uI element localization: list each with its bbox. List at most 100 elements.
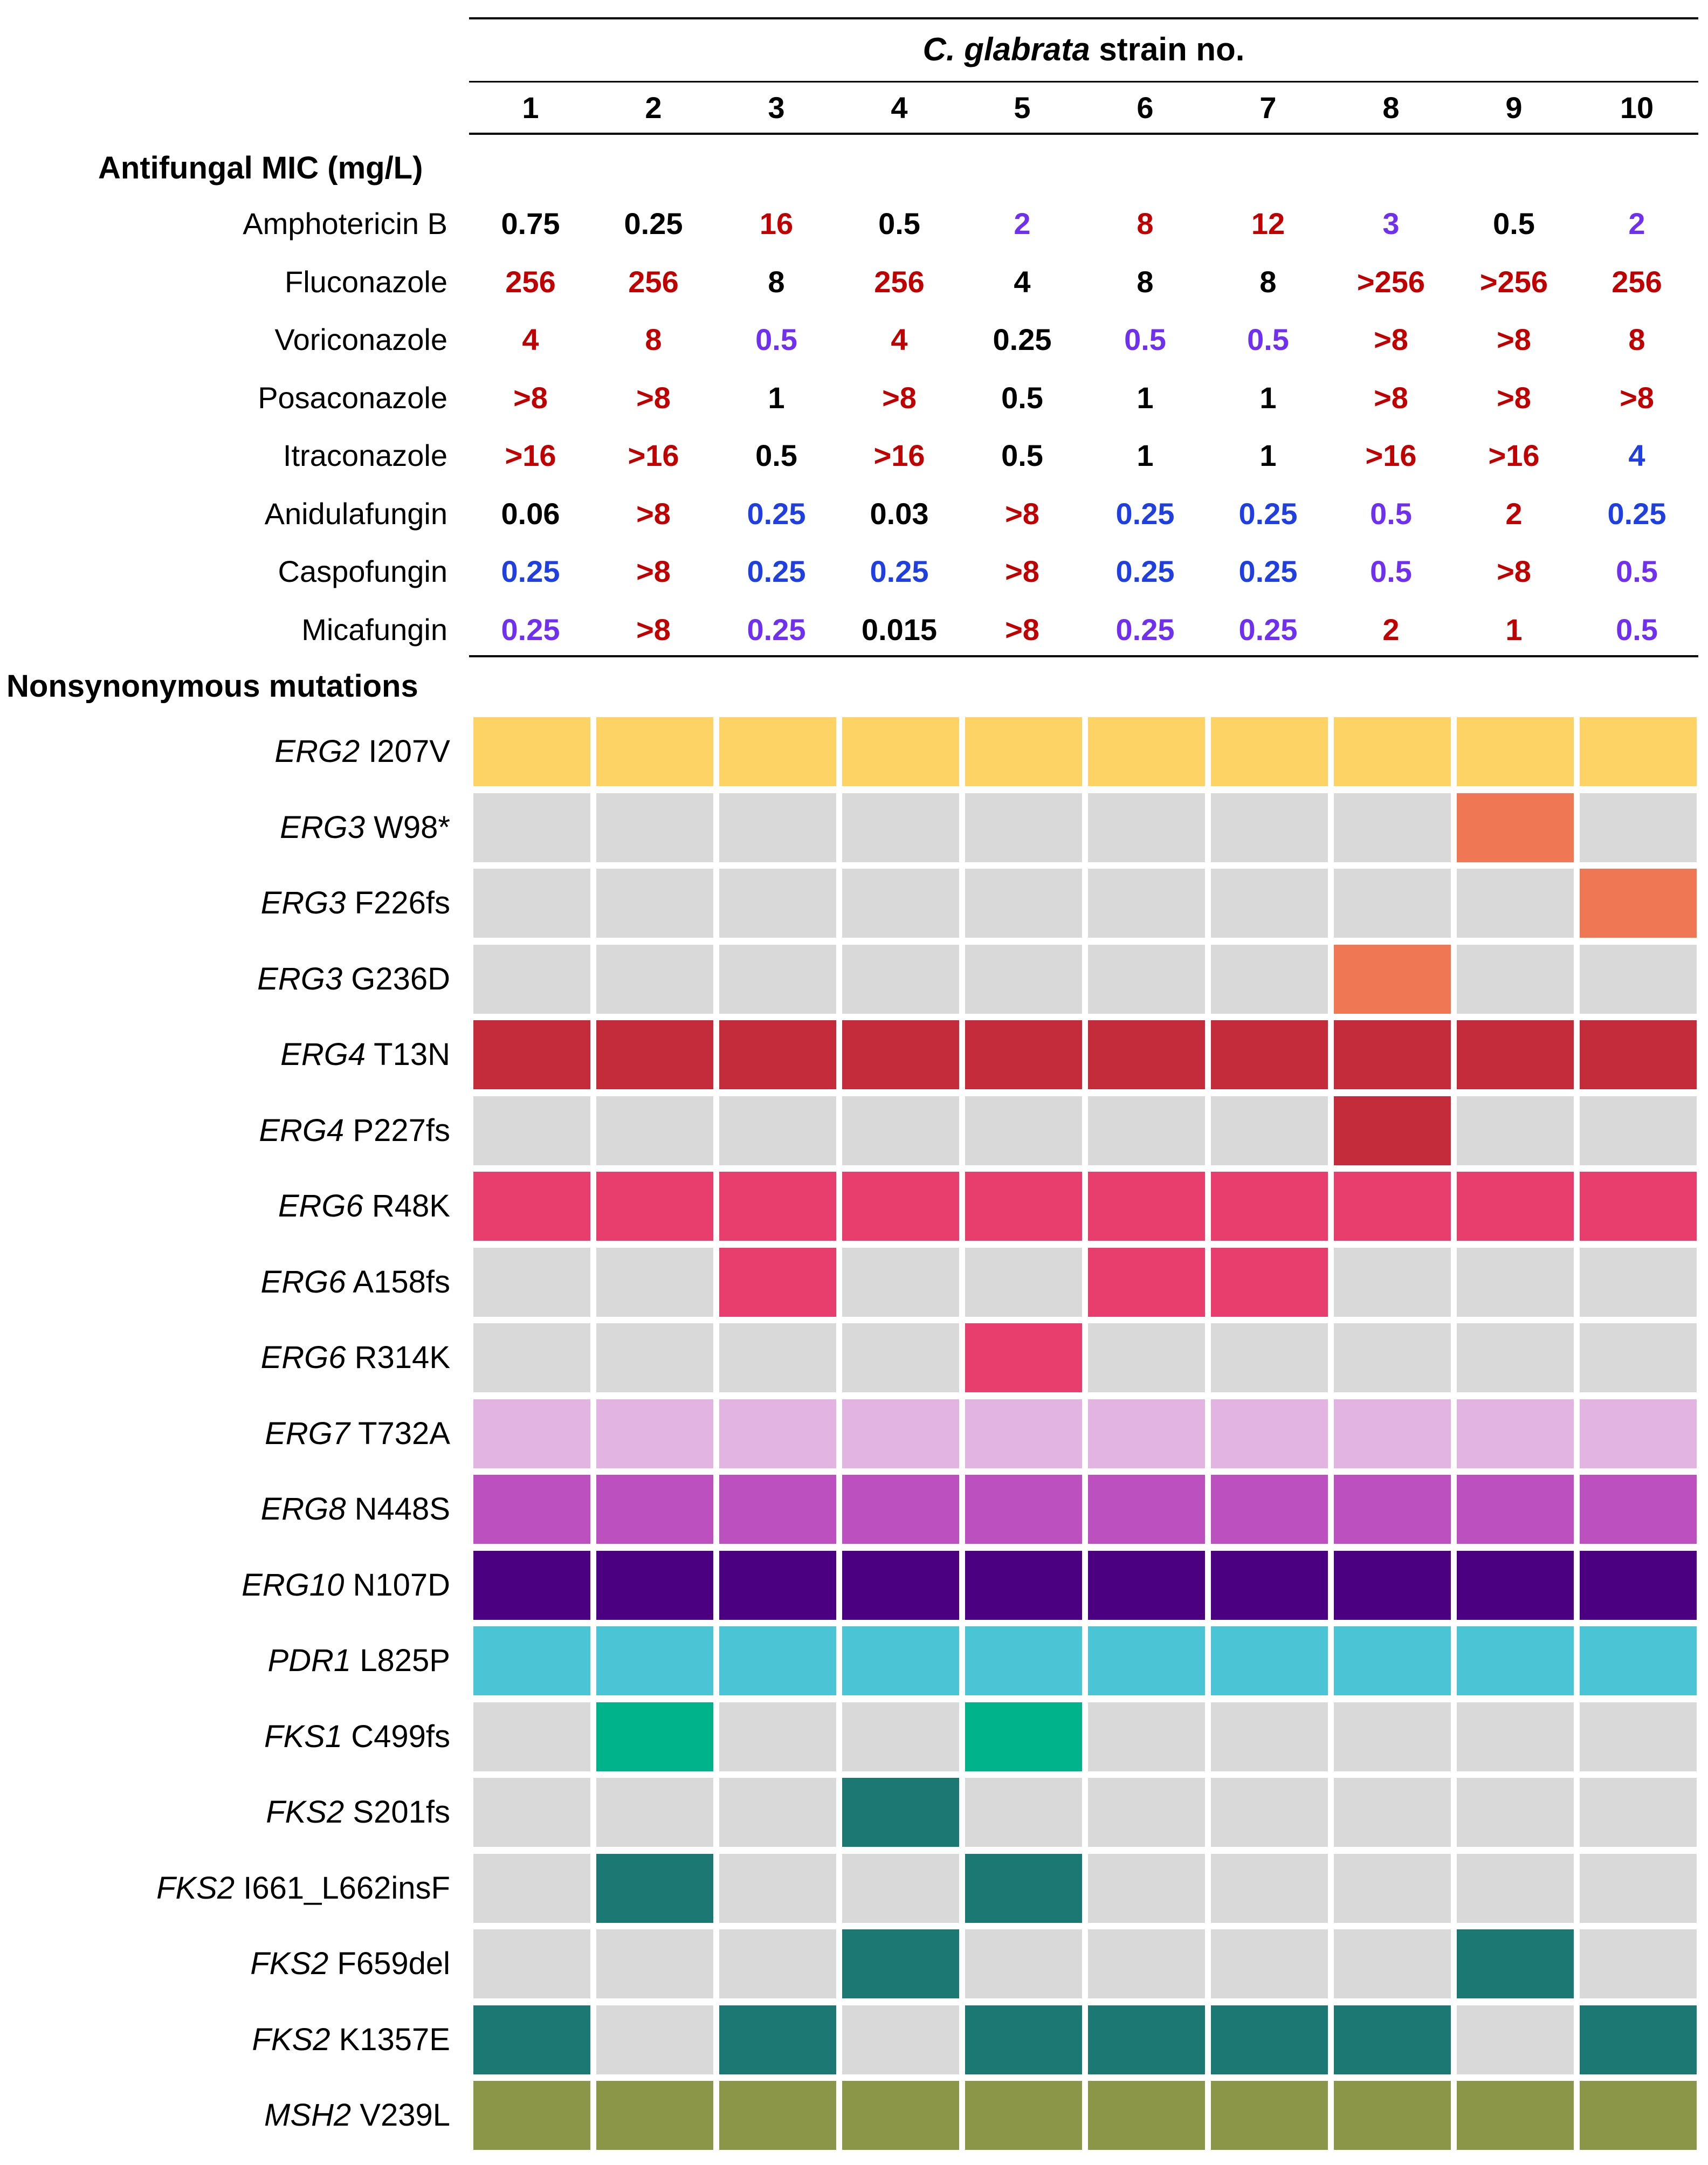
mutation-absent-cell xyxy=(1457,1323,1574,1392)
gene-name: FKS1 xyxy=(264,1719,343,1754)
mic-value: 12 xyxy=(1251,207,1285,240)
mutation-name: S201fs xyxy=(353,1795,450,1830)
mutation-present-cell xyxy=(1334,1475,1451,1544)
mutation-present-cell xyxy=(1457,1475,1574,1544)
mutation-present-cell xyxy=(842,1172,959,1241)
mic-value: 0.25 xyxy=(1115,612,1175,647)
mutation-absent-cell xyxy=(473,1702,590,1771)
mutation-absent-cell xyxy=(1580,944,1697,1014)
mutation-present-cell xyxy=(473,1020,590,1089)
strain-number-8: 8 xyxy=(1382,91,1400,125)
mutation-name: R314K xyxy=(354,1340,450,1375)
mic-value: >16 xyxy=(873,438,925,472)
mic-value: 0.5 xyxy=(1370,496,1412,531)
mutation-absent-cell xyxy=(1457,944,1574,1014)
mutation-present-cell xyxy=(965,1399,1082,1468)
mic-value: >8 xyxy=(1005,554,1039,588)
mutation-present-cell xyxy=(473,1172,590,1241)
strain-number-1: 1 xyxy=(522,91,539,125)
mutation-present-cell xyxy=(1580,1475,1697,1544)
mic-value: 0.25 xyxy=(501,554,560,588)
mutation-present-cell xyxy=(1580,1172,1697,1241)
mic-value: 0.5 xyxy=(878,207,920,240)
mutation-present-cell xyxy=(596,1550,713,1620)
gene-name: MSH2 xyxy=(264,2098,352,2133)
mutation-absent-cell xyxy=(473,793,590,862)
gene-name: ERG3 xyxy=(257,961,343,996)
mic-value: 1 xyxy=(1505,612,1523,647)
mutation-present-cell xyxy=(1088,1399,1205,1468)
mutation-absent-cell xyxy=(719,1323,836,1392)
drug-label-micafungin: Micafungin xyxy=(301,612,447,647)
mutation-absent-cell xyxy=(719,869,836,938)
gene-name: FKS2 xyxy=(266,1795,345,1830)
mic-value: 0.5 xyxy=(1370,554,1412,588)
mutation-present-cell xyxy=(1580,2005,1697,2074)
mutation-absent-cell xyxy=(1088,1323,1205,1392)
gene-name: ERG4 xyxy=(280,1037,366,1072)
mutation-present-cell xyxy=(842,1399,959,1468)
mutation-label: FKS1 C499fs xyxy=(0,1702,450,1771)
mutation-absent-cell xyxy=(596,869,713,938)
mutation-absent-cell xyxy=(473,1096,590,1165)
mic-value: >256 xyxy=(1356,264,1425,299)
mutation-present-cell xyxy=(1580,1626,1697,1695)
mic-value: >8 xyxy=(636,380,671,415)
mutation-present-cell xyxy=(1334,1172,1451,1241)
mic-value: 4 xyxy=(1014,264,1031,299)
mutation-present-cell xyxy=(965,1475,1082,1544)
mic-value: 8 xyxy=(1259,264,1277,299)
mutation-present-cell xyxy=(1334,1399,1451,1468)
mic-value: 0.25 xyxy=(1115,554,1175,588)
mutation-absent-cell xyxy=(1088,1929,1205,1998)
mutation-present-cell xyxy=(1580,717,1697,786)
mutation-present-cell xyxy=(1580,1550,1697,1620)
mic-value: >8 xyxy=(1374,380,1408,415)
mutation-absent-cell xyxy=(719,944,836,1014)
mic-value: 0.25 xyxy=(747,612,806,647)
mutation-absent-cell xyxy=(842,1702,959,1771)
mic-value: 0.03 xyxy=(870,496,929,531)
mic-section-title: Antifungal MIC (mg/L) xyxy=(98,150,423,185)
strain-number-5: 5 xyxy=(1014,91,1031,125)
mic-value: 0.06 xyxy=(501,496,560,531)
mutation-label: ERG4 T13N xyxy=(0,1020,450,1089)
mutation-present-cell xyxy=(965,1323,1082,1392)
mic-value: 2 xyxy=(1505,496,1523,531)
mutation-present-cell xyxy=(473,2005,590,2074)
mutation-label: ERG3 F226fs xyxy=(0,869,450,938)
gene-name: PDR1 xyxy=(267,1643,352,1678)
mutation-present-cell xyxy=(473,1550,590,1620)
mutation-absent-cell xyxy=(842,1247,959,1317)
mutation-absent-cell xyxy=(842,869,959,938)
mic-value: 8 xyxy=(1628,322,1645,356)
mic-value: 0.25 xyxy=(501,612,560,647)
mutation-label: ERG3 G236D xyxy=(0,945,450,1014)
mutation-label: ERG2 I207V xyxy=(0,717,450,786)
mutation-present-cell xyxy=(965,1702,1082,1771)
mutation-absent-cell xyxy=(473,1778,590,1847)
mutation-absent-cell xyxy=(1088,869,1205,938)
mic-value: 8 xyxy=(1137,264,1154,299)
mic-value: 0.25 xyxy=(1607,496,1666,531)
mutation-absent-cell xyxy=(1334,1247,1451,1317)
mutation-absent-cell xyxy=(1580,1929,1697,1998)
drug-label-caspofungin: Caspofungin xyxy=(278,554,447,588)
mutation-absent-cell xyxy=(719,1778,836,1847)
header-bottom-rule xyxy=(469,133,1698,135)
mutation-absent-cell xyxy=(473,1247,590,1317)
mutation-absent-cell xyxy=(596,1778,713,1847)
mutation-absent-cell xyxy=(1334,1853,1451,1923)
mutation-absent-cell xyxy=(719,793,836,862)
mutation-absent-cell xyxy=(842,793,959,862)
mic-value: >16 xyxy=(505,438,556,472)
mutation-name: I207V xyxy=(368,734,450,769)
mutation-name: T732A xyxy=(358,1415,450,1451)
mic-value: 2 xyxy=(1382,612,1400,647)
gene-name: ERG7 xyxy=(265,1415,350,1451)
mutation-name: P227fs xyxy=(353,1112,450,1148)
mutation-absent-cell xyxy=(1334,1778,1451,1847)
mutation-absent-cell xyxy=(1334,1323,1451,1392)
mutation-present-cell xyxy=(1211,1020,1328,1089)
